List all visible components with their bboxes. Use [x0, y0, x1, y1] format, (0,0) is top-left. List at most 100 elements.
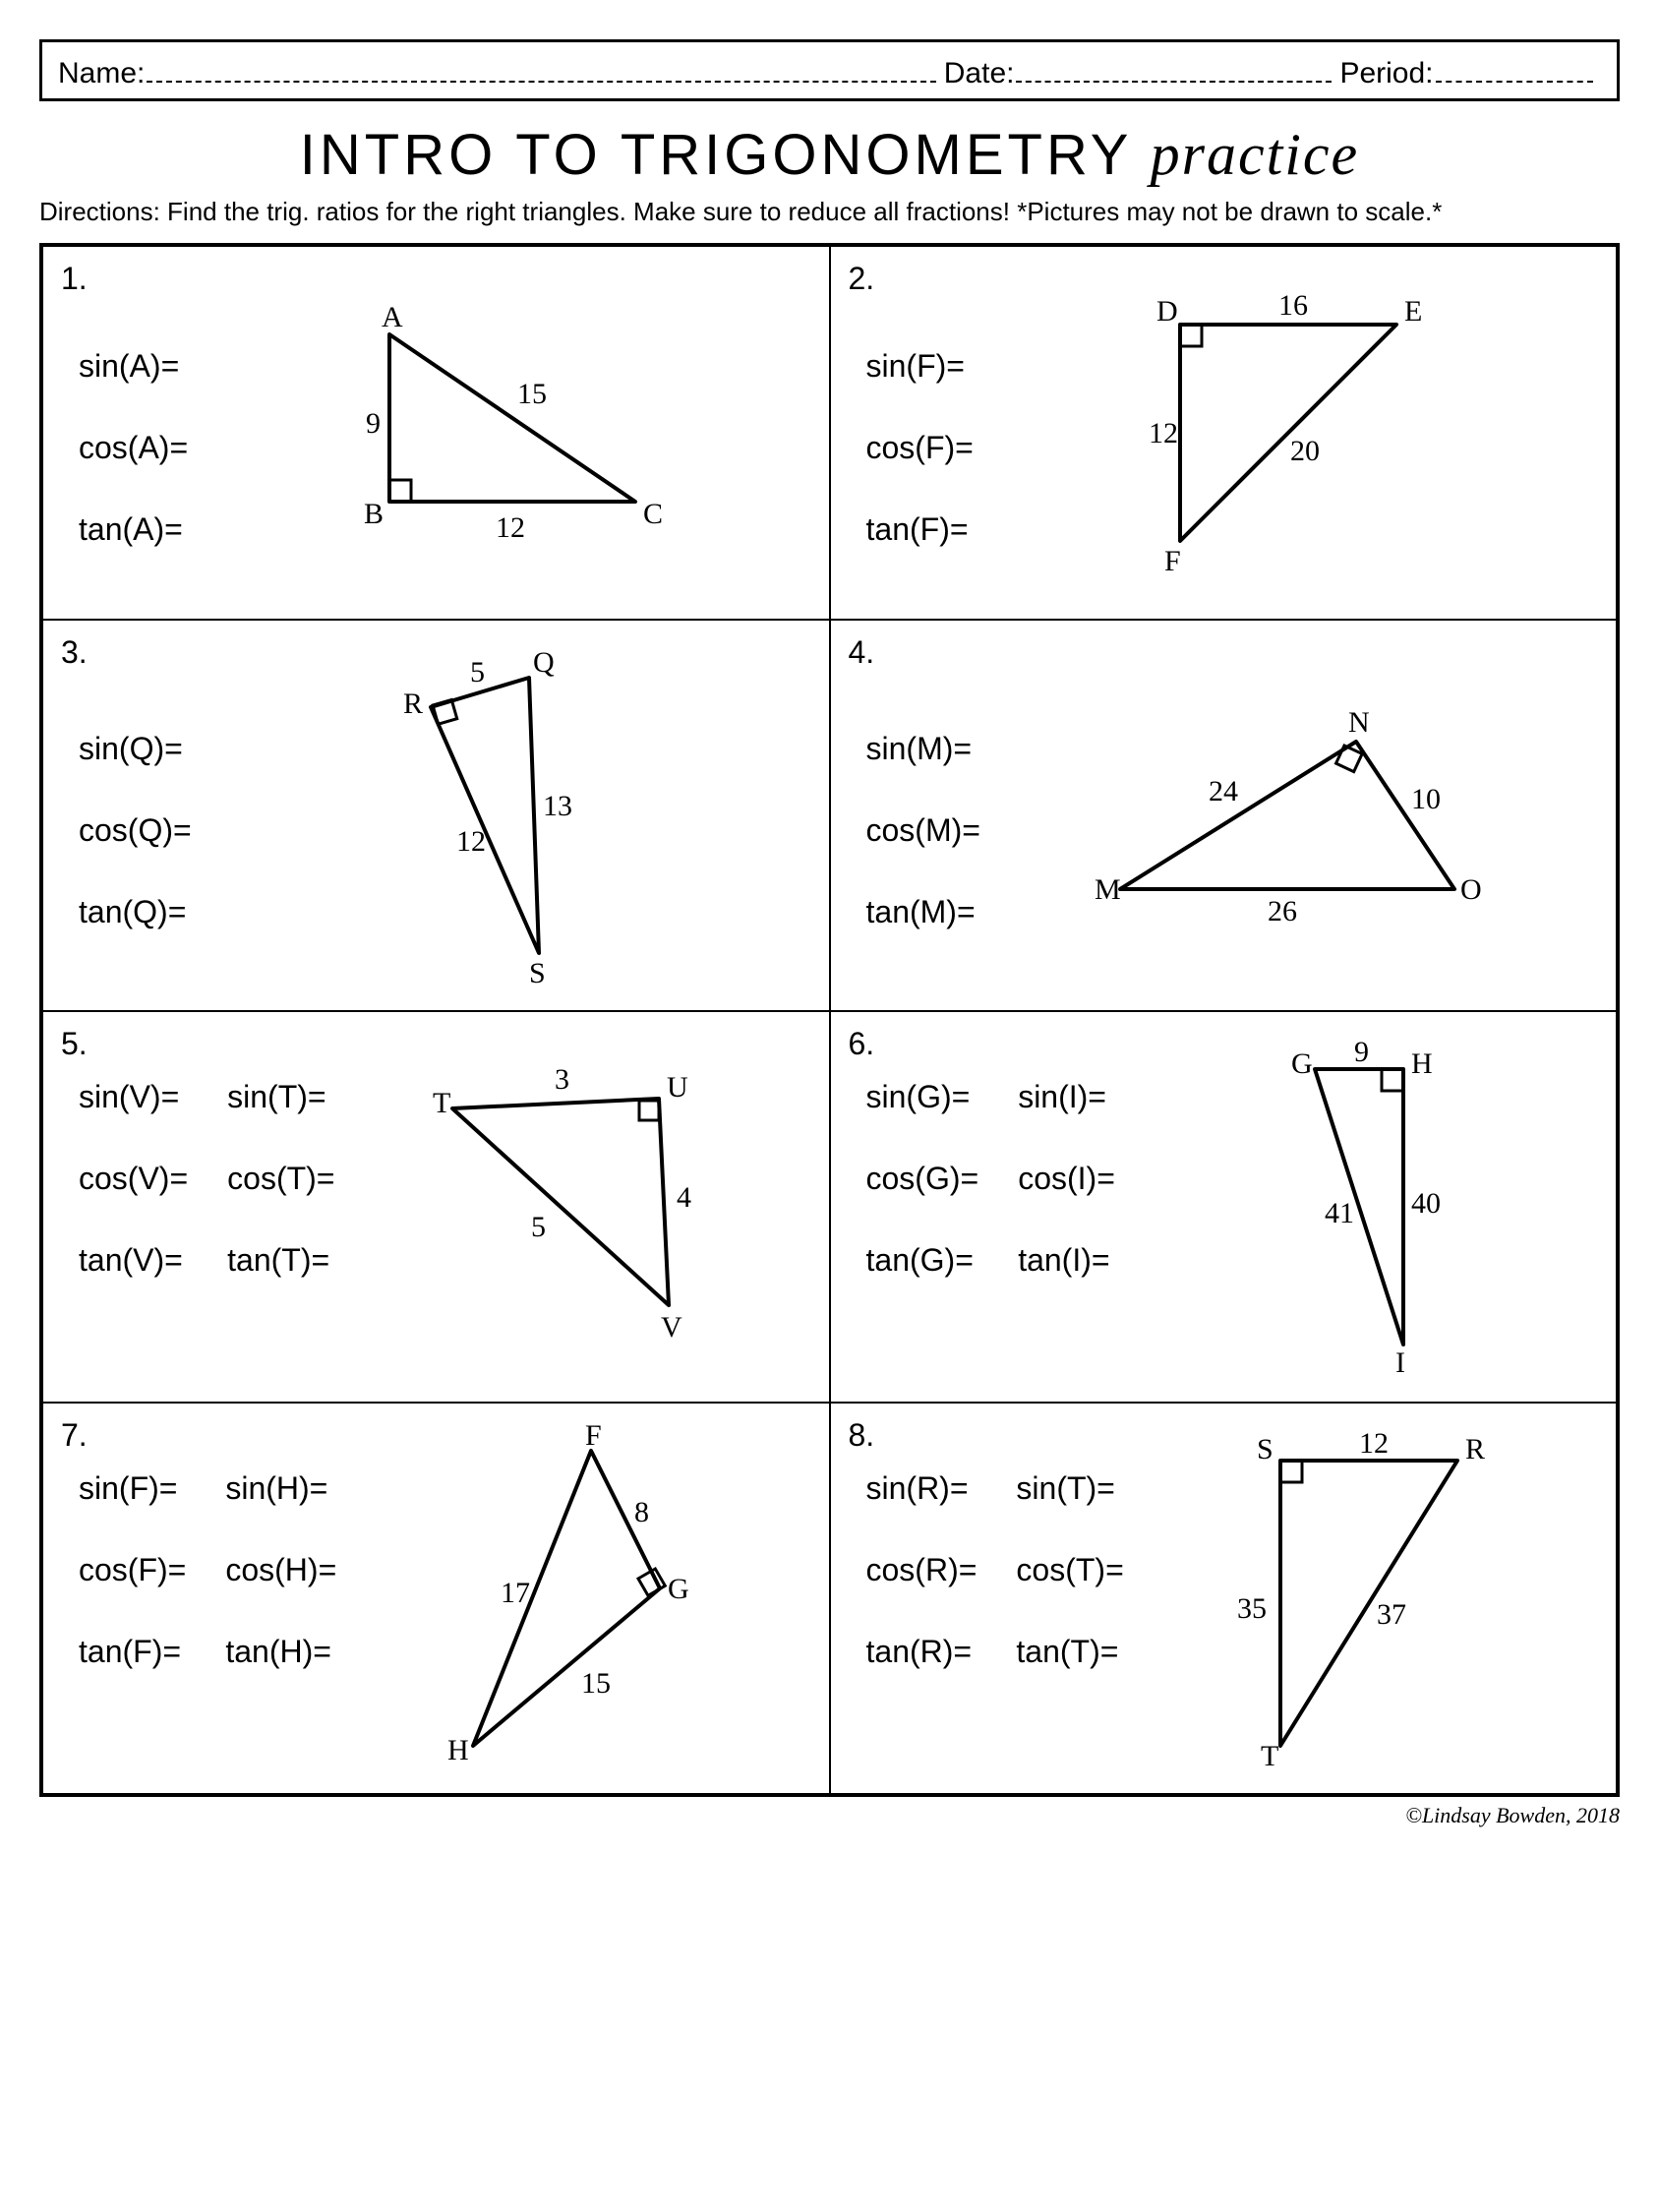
svg-text:12: 12: [496, 511, 525, 544]
svg-text:20: 20: [1290, 435, 1320, 467]
ratio-label: sin(Q)=: [79, 731, 192, 767]
svg-text:U: U: [667, 1071, 688, 1104]
svg-text:8: 8: [634, 1496, 649, 1528]
svg-text:15: 15: [581, 1667, 611, 1700]
ratio-label: tan(V)=: [79, 1242, 188, 1279]
q1-figure: A B C 9 12 15: [188, 265, 806, 601]
ratio-label: tan(A)=: [79, 511, 188, 548]
period-blank[interactable]: [1436, 50, 1593, 83]
name-blank[interactable]: [147, 50, 935, 83]
problem-8: 8. sin(R)= cos(R)= tan(R)= sin(T)= cos(T…: [830, 1403, 1618, 1794]
svg-text:26: 26: [1268, 895, 1297, 927]
q5-ratios: sin(V)= cos(V)= tan(V)= sin(T)= cos(T)= …: [65, 1030, 334, 1384]
q3-number: 3.: [61, 634, 88, 671]
q8-figure: S R T 12 35 37: [1124, 1421, 1594, 1775]
ratio-label: cos(G)=: [866, 1161, 979, 1197]
date-blank[interactable]: [1016, 50, 1332, 83]
ratio-label: tan(R)=: [866, 1634, 978, 1670]
svg-text:12: 12: [456, 825, 486, 858]
ratio-label: tan(I)=: [1018, 1242, 1115, 1279]
svg-text:17: 17: [501, 1577, 530, 1609]
problem-3: 3. sin(Q)= cos(Q)= tan(Q)= Q R S 5 12 13: [42, 620, 830, 1011]
ratio-label: tan(F)=: [866, 511, 974, 548]
svg-text:V: V: [661, 1311, 682, 1344]
svg-text:G: G: [668, 1573, 689, 1605]
problem-7: 7. sin(F)= cos(F)= tan(F)= sin(H)= cos(H…: [42, 1403, 830, 1794]
q4-ratios: sin(M)= cos(M)= tan(M)=: [853, 638, 980, 992]
svg-text:M: M: [1095, 873, 1121, 906]
ratio-label: cos(T)=: [227, 1161, 334, 1197]
q4-figure: N M O 24 10 26: [980, 638, 1594, 992]
svg-text:T: T: [1261, 1740, 1278, 1772]
svg-text:O: O: [1460, 873, 1482, 906]
copyright: ©Lindsay Bowden, 2018: [39, 1803, 1620, 1828]
svg-text:12: 12: [1149, 417, 1178, 449]
q5-number: 5.: [61, 1026, 88, 1062]
q3-figure: Q R S 5 12 13: [192, 638, 807, 992]
svg-text:A: A: [382, 301, 403, 333]
ratio-label: sin(R)=: [866, 1470, 978, 1507]
q4-number: 4.: [849, 634, 875, 671]
ratio-label: tan(F)=: [79, 1634, 186, 1670]
directions: Directions: Find the trig. ratios for th…: [39, 197, 1620, 227]
problem-6: 6. sin(G)= cos(G)= tan(G)= sin(I)= cos(I…: [830, 1011, 1618, 1403]
svg-text:T: T: [433, 1087, 450, 1119]
svg-text:F: F: [1164, 545, 1181, 577]
page-title: INTRO TO TRIGONOMETRY practice: [39, 121, 1620, 189]
ratio-label: sin(I)=: [1018, 1079, 1115, 1115]
ratio-label: sin(T)=: [227, 1079, 334, 1115]
svg-text:R: R: [403, 688, 423, 720]
svg-text:41: 41: [1325, 1197, 1354, 1229]
q7-figure: F G H 8 15 17: [336, 1421, 806, 1775]
svg-text:S: S: [529, 957, 546, 989]
svg-text:4: 4: [677, 1181, 691, 1214]
svg-text:40: 40: [1411, 1187, 1441, 1220]
svg-text:R: R: [1465, 1433, 1485, 1465]
q5-figure: T U V 3 4 5: [334, 1030, 806, 1384]
svg-text:9: 9: [366, 407, 381, 440]
ratio-label: cos(F)=: [866, 430, 974, 466]
svg-text:35: 35: [1237, 1592, 1267, 1625]
ratio-label: sin(H)=: [225, 1470, 336, 1507]
svg-text:10: 10: [1411, 783, 1441, 815]
svg-text:B: B: [364, 498, 384, 530]
ratio-label: tan(M)=: [866, 894, 980, 930]
svg-text:13: 13: [543, 790, 572, 822]
svg-text:9: 9: [1354, 1036, 1369, 1068]
ratio-label: tan(G)=: [866, 1242, 979, 1279]
ratio-label: tan(T)=: [1016, 1634, 1123, 1670]
svg-text:I: I: [1395, 1346, 1405, 1379]
worksheet-page: Name: Date: Period: INTRO TO TRIGONOMETR…: [39, 39, 1620, 1828]
q7-ratios: sin(F)= cos(F)= tan(F)= sin(H)= cos(H)= …: [65, 1421, 336, 1775]
svg-text:16: 16: [1278, 289, 1308, 322]
q8-number: 8.: [849, 1417, 875, 1454]
svg-text:D: D: [1156, 295, 1178, 328]
ratio-label: tan(T)=: [227, 1242, 334, 1279]
svg-text:N: N: [1348, 706, 1370, 739]
svg-text:3: 3: [555, 1063, 569, 1096]
problem-5: 5. sin(V)= cos(V)= tan(V)= sin(T)= cos(T…: [42, 1011, 830, 1403]
title-script: practice: [1151, 122, 1360, 187]
svg-text:G: G: [1291, 1047, 1313, 1080]
q2-figure: D E F 16 12 20: [974, 265, 1594, 601]
ratio-label: sin(M)=: [866, 731, 980, 767]
date-label: Date:: [944, 57, 1015, 90]
q1-ratios: sin(A)= cos(A)= tan(A)=: [65, 265, 188, 601]
ratio-label: tan(Q)=: [79, 894, 192, 930]
ratio-label: cos(Q)=: [79, 812, 192, 849]
ratio-label: cos(M)=: [866, 812, 980, 849]
ratio-label: sin(F)=: [866, 348, 974, 385]
ratio-label: sin(G)=: [866, 1079, 979, 1115]
problem-grid: 1. sin(A)= cos(A)= tan(A)= A B C 9 12 15: [39, 243, 1620, 1797]
ratio-label: sin(A)=: [79, 348, 188, 385]
q3-ratios: sin(Q)= cos(Q)= tan(Q)=: [65, 638, 192, 992]
problem-2: 2. sin(F)= cos(F)= tan(F)= D E F 16 12 2: [830, 246, 1618, 620]
problem-4: 4. sin(M)= cos(M)= tan(M)= N M O 24 10 2: [830, 620, 1618, 1011]
svg-text:C: C: [643, 498, 663, 530]
svg-text:F: F: [585, 1419, 602, 1452]
ratio-label: tan(H)=: [225, 1634, 336, 1670]
period-label: Period:: [1339, 57, 1433, 90]
q2-number: 2.: [849, 261, 875, 297]
svg-text:H: H: [447, 1734, 469, 1766]
q2-ratios: sin(F)= cos(F)= tan(F)=: [853, 265, 974, 601]
